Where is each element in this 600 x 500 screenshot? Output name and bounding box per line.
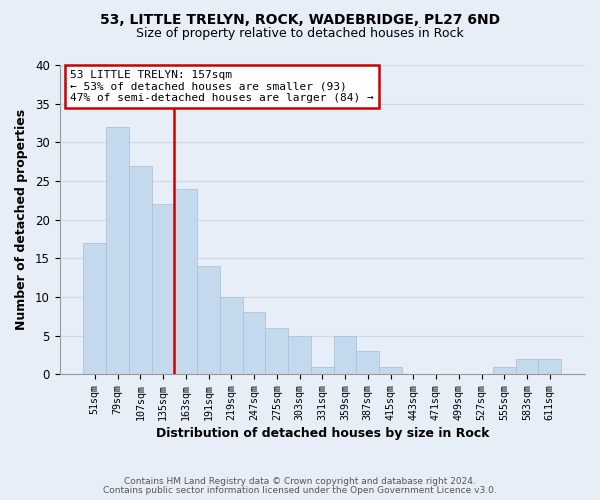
Bar xyxy=(106,127,129,374)
Text: Contains HM Land Registry data © Crown copyright and database right 2024.: Contains HM Land Registry data © Crown c… xyxy=(124,477,476,486)
Bar xyxy=(538,359,561,374)
Text: 53, LITTLE TRELYN, ROCK, WADEBRIDGE, PL27 6ND: 53, LITTLE TRELYN, ROCK, WADEBRIDGE, PL2… xyxy=(100,12,500,26)
Bar xyxy=(493,366,515,374)
Bar xyxy=(152,204,175,374)
Bar xyxy=(197,266,220,374)
Text: Contains public sector information licensed under the Open Government Licence v3: Contains public sector information licen… xyxy=(103,486,497,495)
Bar xyxy=(515,359,538,374)
Bar xyxy=(334,336,356,374)
Y-axis label: Number of detached properties: Number of detached properties xyxy=(15,109,28,330)
Bar xyxy=(129,166,152,374)
Bar xyxy=(220,297,242,374)
Bar xyxy=(265,328,288,374)
X-axis label: Distribution of detached houses by size in Rock: Distribution of detached houses by size … xyxy=(155,427,489,440)
Bar xyxy=(175,188,197,374)
Text: 53 LITTLE TRELYN: 157sqm
← 53% of detached houses are smaller (93)
47% of semi-d: 53 LITTLE TRELYN: 157sqm ← 53% of detach… xyxy=(70,70,374,103)
Text: Size of property relative to detached houses in Rock: Size of property relative to detached ho… xyxy=(136,28,464,40)
Bar xyxy=(311,366,334,374)
Bar xyxy=(242,312,265,374)
Bar xyxy=(379,366,402,374)
Bar xyxy=(83,243,106,374)
Bar xyxy=(356,351,379,374)
Bar xyxy=(288,336,311,374)
